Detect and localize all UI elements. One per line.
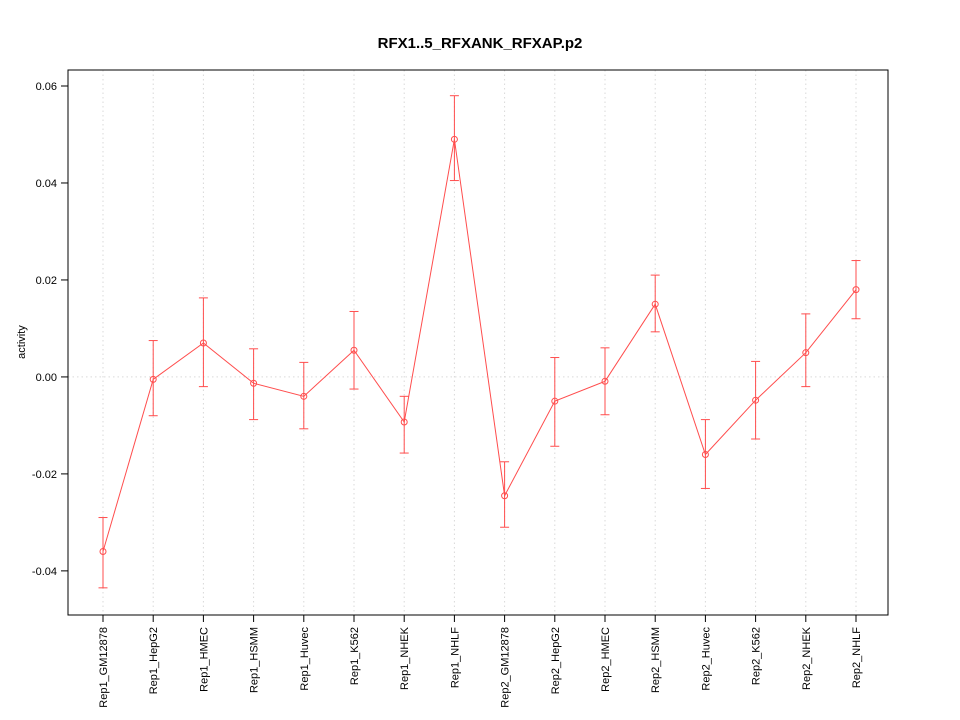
error-bar — [801, 313, 811, 388]
plot-border — [67, 69, 889, 616]
x-tick-label: Rep1_HSMM — [249, 627, 261, 693]
data-point — [450, 135, 458, 143]
y-tick-label: -0.02 — [32, 469, 57, 481]
data-point — [250, 379, 258, 387]
data-point — [300, 392, 308, 400]
data-point — [350, 346, 358, 354]
x-tick-label: Rep2_HepG2 — [550, 627, 562, 694]
error-bar — [249, 348, 259, 421]
data-point — [551, 397, 559, 405]
data-point — [651, 300, 659, 308]
x-tick-label: Rep2_K562 — [751, 627, 763, 685]
y-tick-label: 0.00 — [36, 372, 57, 384]
data-point — [501, 492, 509, 500]
error-bar — [449, 95, 459, 182]
y-tick-label: 0.02 — [36, 275, 57, 287]
error-bar — [851, 260, 861, 320]
x-tick-label: Rep2_HMEC — [600, 627, 612, 692]
error-bar — [198, 297, 208, 388]
data-point — [701, 451, 709, 459]
series-line — [102, 139, 857, 552]
x-tick-label: Rep2_NHLF — [851, 627, 863, 688]
x-tick-label: Rep1_GM12878 — [98, 627, 110, 708]
x-tick-label: Rep1_NHEK — [399, 626, 411, 690]
y-tick-label: 0.06 — [36, 81, 57, 93]
error-bar — [98, 517, 108, 589]
y-axis-label: activity — [16, 325, 28, 359]
data-point — [400, 418, 408, 426]
data-point — [199, 339, 207, 347]
x-tick-label: Rep1_K562 — [349, 627, 361, 685]
axes: -0.04 -0.02 0.00 0.02 0.04 0.06 Rep1_GM12878 Re… — [32, 69, 889, 708]
data-point — [99, 547, 107, 555]
data-point — [601, 377, 609, 385]
error-bar — [299, 361, 309, 430]
error-bar — [148, 340, 158, 417]
x-tick-label: Rep1_HMEC — [198, 627, 210, 692]
data-point — [802, 349, 810, 357]
x-tick-label: Rep2_HSMM — [650, 627, 662, 693]
data-series — [98, 95, 861, 589]
grid-lines — [68, 70, 888, 615]
y-tick-label: 0.04 — [36, 178, 57, 190]
data-point — [852, 286, 860, 294]
x-tick-label: Rep2_NHEK — [801, 626, 813, 690]
chart-title: RFX1..5_RFXANK_RFXAP.p2 — [378, 35, 583, 52]
x-tick-label: Rep1_NHLF — [449, 627, 461, 688]
y-tick-label: -0.04 — [32, 566, 57, 578]
x-tick-label: Rep1_HepG2 — [148, 627, 160, 694]
x-tick-label: Rep2_Huvec — [700, 627, 712, 691]
x-tick-label: Rep2_GM12878 — [500, 627, 512, 708]
x-tick-label: Rep1_Huvec — [299, 627, 311, 691]
data-point — [149, 375, 157, 383]
data-point — [752, 396, 760, 404]
